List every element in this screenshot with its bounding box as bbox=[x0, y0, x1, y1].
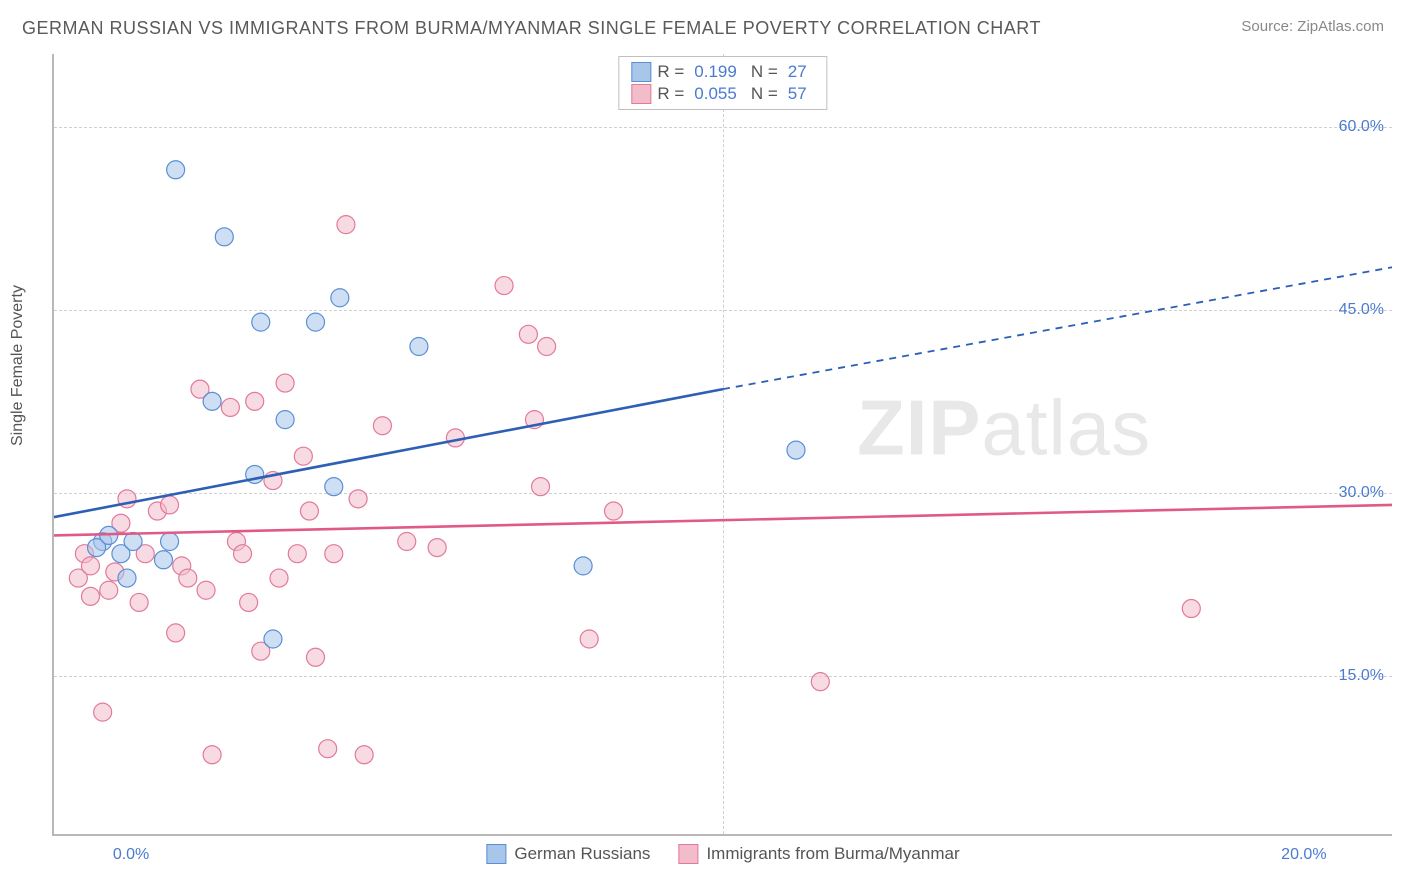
data-point bbox=[373, 417, 391, 435]
data-point bbox=[495, 277, 513, 295]
trend-line bbox=[54, 505, 1392, 535]
swatch-series-1 bbox=[631, 62, 651, 82]
x-tick-label: 20.0% bbox=[1281, 846, 1326, 864]
data-point bbox=[398, 533, 416, 551]
data-point bbox=[246, 392, 264, 410]
data-point bbox=[307, 313, 325, 331]
data-point bbox=[197, 581, 215, 599]
chart-plot-area: ZIPatlas 15.0%30.0%45.0%60.0%0.0%20.0% R… bbox=[52, 54, 1392, 836]
data-point bbox=[81, 557, 99, 575]
data-point bbox=[100, 581, 118, 599]
swatch-series-1-b bbox=[486, 844, 506, 864]
data-point bbox=[519, 325, 537, 343]
data-point bbox=[167, 624, 185, 642]
source-attribution: Source: ZipAtlas.com bbox=[1241, 18, 1384, 35]
legend-row-series-2: R = 0.055 N = 57 bbox=[631, 83, 814, 105]
data-point bbox=[532, 478, 550, 496]
legend-label-series-2: Immigrants from Burma/Myanmar bbox=[706, 844, 959, 864]
data-point bbox=[288, 545, 306, 563]
data-point bbox=[355, 746, 373, 764]
data-point bbox=[264, 630, 282, 648]
data-point bbox=[240, 593, 258, 611]
correlation-legend: R = 0.199 N = 27 R = 0.055 N = 57 bbox=[618, 56, 827, 110]
swatch-series-2 bbox=[631, 84, 651, 104]
trend-line bbox=[54, 389, 723, 517]
data-point bbox=[154, 551, 172, 569]
data-point bbox=[428, 539, 446, 557]
trend-line-extrapolated bbox=[723, 267, 1392, 389]
data-point bbox=[270, 569, 288, 587]
data-point bbox=[580, 630, 598, 648]
data-point bbox=[124, 533, 142, 551]
scatter-svg bbox=[54, 54, 1392, 834]
data-point bbox=[325, 478, 343, 496]
data-point bbox=[276, 411, 294, 429]
x-tick-label: 0.0% bbox=[113, 846, 149, 864]
data-point bbox=[337, 216, 355, 234]
y-axis-label: Single Female Poverty bbox=[9, 285, 27, 446]
data-point bbox=[307, 648, 325, 666]
data-point bbox=[94, 703, 112, 721]
legend-item-series-1: German Russians bbox=[486, 844, 650, 864]
legend-item-series-2: Immigrants from Burma/Myanmar bbox=[678, 844, 959, 864]
data-point bbox=[811, 673, 829, 691]
data-point bbox=[161, 496, 179, 514]
data-point bbox=[203, 392, 221, 410]
data-point bbox=[331, 289, 349, 307]
data-point bbox=[538, 338, 556, 356]
data-point bbox=[300, 502, 318, 520]
data-point bbox=[1182, 600, 1200, 618]
data-point bbox=[294, 447, 312, 465]
legend-row-series-1: R = 0.199 N = 27 bbox=[631, 61, 814, 83]
legend-label-series-1: German Russians bbox=[514, 844, 650, 864]
chart-title: GERMAN RUSSIAN VS IMMIGRANTS FROM BURMA/… bbox=[22, 18, 1041, 39]
swatch-series-2-b bbox=[678, 844, 698, 864]
data-point bbox=[130, 593, 148, 611]
data-point bbox=[574, 557, 592, 575]
data-point bbox=[161, 533, 179, 551]
data-point bbox=[203, 746, 221, 764]
data-point bbox=[118, 569, 136, 587]
data-point bbox=[276, 374, 294, 392]
data-point bbox=[410, 338, 428, 356]
data-point bbox=[215, 228, 233, 246]
series-legend: German Russians Immigrants from Burma/My… bbox=[486, 844, 959, 864]
data-point bbox=[252, 313, 270, 331]
data-point bbox=[221, 398, 239, 416]
data-point bbox=[234, 545, 252, 563]
data-point bbox=[179, 569, 197, 587]
data-point bbox=[325, 545, 343, 563]
data-point bbox=[81, 587, 99, 605]
data-point bbox=[349, 490, 367, 508]
data-point bbox=[605, 502, 623, 520]
data-point bbox=[787, 441, 805, 459]
data-point bbox=[319, 740, 337, 758]
data-point bbox=[167, 161, 185, 179]
